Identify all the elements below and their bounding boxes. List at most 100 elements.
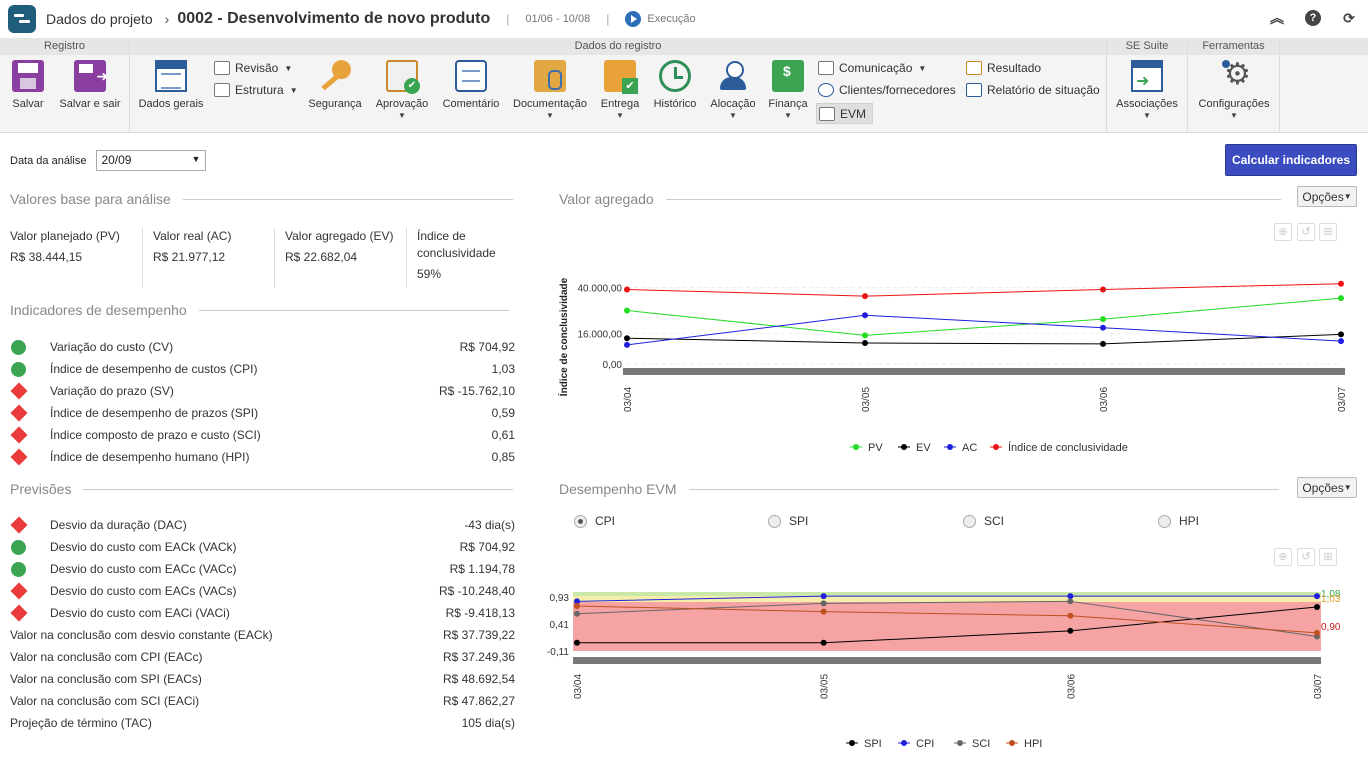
indicator-label: Desvio do custo com EACs (VACs) [50, 584, 237, 598]
communication-label: Comunicação [839, 61, 913, 75]
indicator-label: Índice de desempenho de custos (CPI) [50, 362, 258, 376]
legend-label: SPI [864, 738, 882, 750]
analysis-date-value: 20/09 [101, 153, 132, 167]
radio-spi[interactable]: SPI [768, 514, 808, 528]
caret-down-icon: ▼ [284, 63, 293, 73]
refresh-icon[interactable]: ⟳ [1343, 9, 1355, 26]
delivery-button[interactable]: Entrega ▼ [598, 60, 642, 120]
radio-selected-icon [574, 514, 587, 528]
x-axis-bar [573, 657, 1321, 664]
indicator-row: Índice de desempenho de custos (CPI) 1,03 [10, 358, 515, 380]
key-icon [319, 60, 351, 92]
chart-options-button[interactable]: Opções ▼ [1297, 186, 1357, 207]
series-line-ev [626, 333, 1342, 345]
data-point [574, 598, 580, 605]
reset-zoom-icon[interactable]: ↺ [1297, 223, 1315, 241]
allocation-button[interactable]: Alocação ▼ [708, 60, 758, 120]
documentation-button[interactable]: Documentação ▼ [512, 60, 588, 120]
y-tick-label: 16.000,00 [578, 329, 623, 340]
finance-button[interactable]: Finança ▼ [766, 60, 810, 120]
security-button[interactable]: Segurança [306, 60, 364, 110]
calculate-indicators-button[interactable]: Calcular indicadores [1225, 144, 1357, 176]
y-tick-label: 0,41 [550, 620, 570, 631]
pan-icon[interactable]: ⊞ [1319, 223, 1337, 241]
caret-down-icon: ▼ [546, 111, 554, 120]
chart-options-button[interactable]: Opções ▼ [1297, 477, 1357, 498]
indicator-value: 0,85 [491, 450, 515, 464]
data-point [1314, 629, 1320, 636]
comment-button[interactable]: Comentário [440, 60, 502, 110]
save-exit-label: Salvar e sair [59, 98, 121, 110]
x-tick-label: 03/05 [861, 387, 872, 412]
status-report-button[interactable]: Relatório de situação [966, 81, 1100, 99]
money-icon [772, 60, 804, 92]
base-value-pv: Valor planejado (PV) R$ 38.444,15 [10, 228, 143, 288]
save-and-exit-button[interactable]: Salvar e sair [57, 60, 123, 110]
indicator-value: R$ 37.739,22 [442, 628, 515, 642]
communication-button[interactable]: Comunicação ▼ [818, 59, 926, 77]
data-point [1100, 316, 1106, 323]
indicator-row: Desvio do custo com EACi (VACi) R$ -9.418… [10, 602, 515, 624]
band-good [573, 592, 1321, 596]
associations-button[interactable]: Associações ▼ [1113, 60, 1181, 120]
evm-performance-chart: -0,11 0,41 0,93 03/04 03/05 03/06 03/07 1,081,0… [547, 589, 1341, 750]
indicator-row: Desvio do custo com EACs (VACs) R$ -10.24… [10, 580, 515, 602]
security-label: Segurança [308, 98, 362, 110]
customers-icon [818, 83, 834, 97]
customers-label: Clientes/fornecedores [839, 83, 956, 97]
associations-label: Associações [1116, 98, 1178, 110]
indicator-label: Desvio do custo com EACi (VACi) [50, 606, 230, 620]
status-ok-icon [11, 561, 26, 577]
structure-button[interactable]: Estrutura ▼ [214, 81, 298, 99]
indicator-value: R$ 48.692,54 [442, 672, 515, 686]
result-label: Resultado [987, 61, 1042, 75]
settings-button[interactable]: Configurações ▼ [1194, 58, 1274, 120]
general-data-button[interactable]: Dados gerais [136, 60, 206, 110]
indicator-value: R$ -9.418,13 [445, 606, 515, 620]
x-tick-label: 03/04 [573, 674, 584, 699]
breadcrumb[interactable]: Dados do projeto [46, 11, 153, 27]
data-point [820, 608, 827, 615]
indicator-label: Valor na conclusão com desvio constante … [10, 628, 273, 642]
page-title: 0002 - Desenvolvimento de novo produto [177, 10, 491, 27]
status-label: Execução [647, 13, 696, 25]
zoom-icon[interactable]: ⊕ [1274, 548, 1292, 566]
structure-label: Estrutura [235, 83, 284, 97]
data-point [1100, 340, 1106, 347]
collapse-icon[interactable]: ︽ [1270, 10, 1284, 26]
pan-icon[interactable]: ⊞ [1319, 548, 1337, 566]
radio-icon [768, 514, 781, 528]
radio-sci[interactable]: SCI [963, 514, 1004, 528]
zoom-icon[interactable]: ⊕ [1274, 223, 1292, 241]
legend-marker [957, 740, 963, 746]
status-alert-icon [10, 448, 28, 466]
app-logo-icon[interactable] [8, 5, 36, 33]
users-icon [717, 60, 749, 92]
revision-button[interactable]: Revisão ▼ [214, 59, 292, 77]
save-button[interactable]: Salvar [9, 60, 47, 110]
help-icon[interactable]: ? [1304, 9, 1322, 27]
history-button[interactable]: Histórico [650, 60, 700, 110]
radio-hpi[interactable]: HPI [1158, 514, 1199, 528]
series-line-ac [626, 314, 1342, 346]
result-button[interactable]: Resultado [966, 59, 1041, 77]
analysis-date-select[interactable]: 20/09 ▼ [96, 150, 207, 171]
indicator-row: Índice de desempenho de prazos (SPI) 0,59 [10, 402, 515, 424]
customers-suppliers-button[interactable]: Clientes/fornecedores [818, 81, 956, 99]
x-tick-label: 03/07 [1337, 387, 1348, 412]
section-title: Previsões [10, 481, 72, 497]
radio-cpi[interactable]: CPI [574, 514, 615, 528]
base-value-completion: Índice de conclusividade 59% [407, 228, 517, 288]
reset-zoom-icon[interactable]: ↺ [1297, 548, 1315, 566]
series-line-ndicedeconclusividade [626, 283, 1342, 297]
evm-index-radio-group: CPI SPI SCI HPI [574, 514, 1294, 532]
evm-button[interactable]: EVM [816, 103, 874, 124]
status-ok-icon [11, 539, 26, 555]
approval-button[interactable]: Aprovação ▼ [374, 60, 430, 120]
caret-down-icon: ▼ [918, 63, 927, 73]
allocation-label: Alocação [710, 98, 756, 110]
base-value-amount: 59% [417, 267, 442, 281]
data-point [862, 293, 868, 300]
revision-label: Revisão [235, 61, 279, 75]
section-forecasts: Previsões [10, 481, 514, 497]
